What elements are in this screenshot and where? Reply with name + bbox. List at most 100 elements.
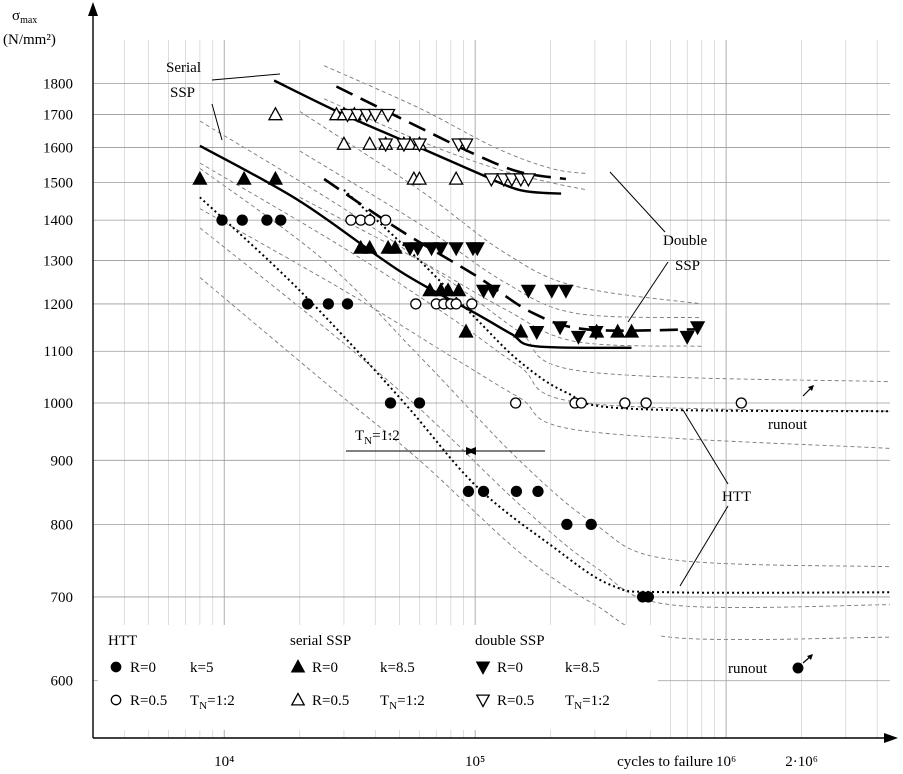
filled-circle-point	[585, 518, 597, 530]
leader-serial-mean	[211, 103, 223, 141]
filled-circle-point	[413, 397, 426, 409]
x-axis-arrow	[884, 733, 898, 743]
y-tick-label: 1300	[43, 253, 73, 269]
y-tick-label: 1200	[43, 297, 73, 313]
legend-runout-label: runout	[728, 661, 768, 677]
legend-row-text: R=0	[312, 660, 338, 676]
filled-triangle-down-point	[485, 284, 501, 299]
filled-triangle-down-point	[544, 284, 560, 299]
filled-triangle-down-point	[690, 321, 706, 336]
x-tick-label: 2·10⁶	[785, 754, 818, 770]
open-circle-point	[466, 298, 478, 310]
annotation-runout: runout	[768, 417, 808, 433]
filled-triangle-up-point	[362, 239, 378, 254]
open-circle-point	[735, 397, 747, 409]
legend-group-title: HTT	[108, 633, 137, 649]
filled-circle-point	[261, 214, 273, 226]
htt-mean-0.5-curve	[343, 189, 891, 413]
y-tick-label: 700	[51, 590, 74, 606]
runout-arrow-head	[808, 385, 814, 391]
annotation-ssp-serial: SSP	[170, 85, 195, 101]
filled-circle-point	[532, 485, 544, 498]
filled-circle-point	[561, 518, 573, 530]
scatter-band-line	[199, 208, 891, 449]
y-axis-label: σmax	[12, 8, 37, 26]
legend-marker	[475, 661, 491, 675]
y-tick-label: 900	[51, 453, 74, 469]
open-circle-point	[380, 214, 392, 226]
filled-triangle-up-point	[610, 323, 626, 338]
filled-triangle-down-point	[552, 321, 568, 336]
double-ssp-mean-curve	[323, 177, 695, 332]
filled-triangle-up-point	[267, 170, 284, 185]
filled-triangle-up-point	[192, 170, 208, 185]
open-circle-point	[640, 397, 652, 409]
annotation-tn: TN=1:2	[355, 428, 400, 447]
y-tick-label: 1600	[43, 141, 73, 157]
open-triangle-down-point	[520, 173, 536, 188]
legend-row-extra: TN=1:2	[380, 693, 425, 712]
open-triangle-down-point	[349, 108, 366, 123]
legend-row-extra: TN=1:2	[565, 693, 610, 712]
filled-triangle-down-point	[679, 330, 695, 345]
legend-row-text: R=0	[497, 660, 523, 676]
legend-runout-arrow-head	[807, 654, 813, 660]
annotation-double: Double	[663, 233, 708, 249]
scatter-band-line	[299, 196, 702, 347]
open-triangle-down-point	[458, 138, 474, 153]
filled-triangle-down-point	[410, 242, 426, 257]
scatter-band-line	[299, 150, 702, 319]
scatter-band-line	[323, 65, 588, 175]
open-triangle-up-point	[411, 170, 428, 185]
y-axis-arrow	[88, 2, 98, 16]
open-circle-point	[509, 397, 522, 409]
leader-double-mean	[627, 261, 669, 323]
filled-triangle-down-point	[558, 284, 574, 299]
legend-row-extra: k=8.5	[380, 660, 415, 676]
tn-arrow-left	[466, 447, 476, 455]
filled-triangle-up-point	[236, 170, 252, 185]
legend-marker	[110, 694, 122, 706]
open-circle-point	[345, 214, 357, 226]
legend-runout-marker	[792, 662, 804, 674]
legend-row-text: R=0.5	[497, 693, 534, 709]
open-triangle-up-point	[362, 135, 378, 150]
filled-circle-point	[510, 485, 523, 498]
filled-triangle-down-point	[529, 326, 545, 340]
filled-triangle-up-point	[513, 323, 529, 338]
y-tick-label: 600	[51, 674, 74, 690]
filled-triangle-down-point	[433, 242, 449, 257]
filled-circle-point	[477, 485, 490, 498]
legend-row-extra: k=5	[190, 660, 213, 676]
y-tick-label: 1100	[44, 344, 73, 360]
filled-triangle-down-point	[475, 284, 492, 299]
open-circle-point	[619, 397, 631, 409]
annotation-htt: HTT	[722, 489, 751, 505]
data-points	[192, 106, 747, 603]
filled-triangle-up-point	[422, 282, 438, 297]
filled-circle-point	[642, 591, 654, 603]
legend-row-extra: k=8.5	[565, 660, 600, 676]
x-tick-label: 10⁶	[716, 754, 736, 770]
filled-triangle-down-point	[469, 242, 485, 257]
mean-curves	[199, 79, 891, 594]
open-circle-point	[364, 214, 376, 226]
scatter-band-line	[199, 167, 891, 568]
legend-group-title: double SSP	[475, 633, 545, 649]
y-tick-label: 1400	[43, 213, 73, 229]
filled-triangle-up-point	[451, 282, 467, 297]
open-triangle-down-point	[378, 138, 394, 153]
grid	[92, 40, 890, 738]
serial-ssp-upper-curve	[273, 79, 562, 195]
filled-circle-point	[301, 298, 314, 310]
x-tick-label: 10⁴	[214, 754, 234, 770]
scatter-band-line	[199, 227, 891, 608]
open-triangle-down-point	[339, 108, 356, 123]
filled-triangle-up-point	[458, 323, 474, 338]
filled-circle-point	[216, 214, 228, 226]
leader-serial-upper	[211, 73, 281, 81]
open-triangle-up-point	[336, 135, 352, 150]
filled-triangle-down-point	[588, 326, 604, 340]
scatter-band-line	[199, 120, 891, 383]
